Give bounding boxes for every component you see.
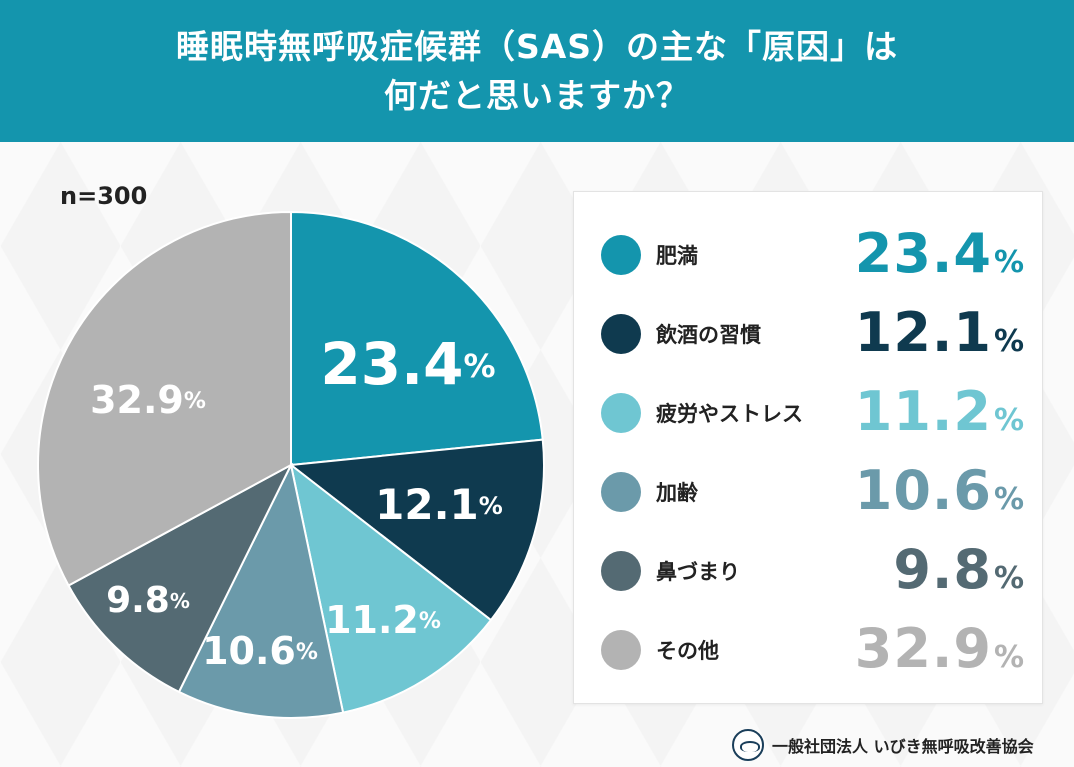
legend-value-3: 10.6 — [854, 459, 992, 522]
sleeping-face-icon — [732, 729, 764, 761]
legend-label-2: 疲労やストレス — [656, 402, 803, 426]
legend-item: 疲労やストレス 11.2% — [574, 373, 1042, 451]
legend-swatch-1 — [601, 314, 641, 354]
pie-data-label-4: 9.8% — [106, 580, 190, 621]
pie-slice-2 — [289, 462, 493, 714]
legend-percent-sign-0: % — [993, 245, 1024, 280]
footer: 一般社団法人 いびき無呼吸改善協会 — [732, 729, 1034, 761]
pie-data-label-3: 10.6% — [202, 629, 318, 673]
pie-data-label-1: 12.1% — [375, 480, 503, 529]
legend-swatch-0 — [601, 235, 641, 275]
legend-label-1: 飲酒の習慣 — [656, 323, 761, 347]
legend-panel: 肥満 23.4% 飲酒の習慣 12.1% 疲労やストレス 11.2% 加齢 10.6% 鼻づまり… — [573, 191, 1043, 704]
sample-size: n=300 — [60, 182, 148, 210]
legend-swatch-5 — [601, 630, 641, 670]
legend-percent-sign-3: % — [993, 482, 1024, 517]
legend-value-0: 23.4 — [854, 222, 992, 285]
legend-item: その他 32.9% — [574, 610, 1042, 688]
legend-percent-sign-1: % — [993, 324, 1024, 359]
pie-slice-0 — [290, 210, 544, 467]
pie-data-label-0: 23.4% — [320, 330, 495, 398]
pie-slice-5 — [37, 210, 292, 587]
header-banner: 睡眠時無呼吸症候群（SAS）の主な「原因」は 何だと思いますか？ — [0, 0, 1074, 142]
legend-swatch-4 — [601, 551, 641, 591]
legend-value-4: 9.8 — [893, 538, 992, 601]
legend-item: 鼻づまり 9.8% — [574, 531, 1042, 609]
legend-item: 飲酒の習慣 12.1% — [574, 294, 1042, 372]
pie-data-label-2: 11.2% — [325, 598, 441, 642]
pie-slice-4 — [67, 462, 294, 694]
legend-label-5: その他 — [656, 639, 719, 663]
page-title-line2: 何だと思いますか？ — [384, 76, 690, 115]
organization-name: 一般社団法人 いびき無呼吸改善協会 — [772, 737, 1034, 756]
pie-slice-3 — [177, 461, 345, 719]
legend-label-0: 肥満 — [656, 244, 698, 268]
legend-label-3: 加齢 — [656, 481, 698, 505]
legend-percent-sign-5: % — [993, 640, 1024, 675]
legend-label-4: 鼻づまり — [656, 560, 740, 584]
legend-percent-sign-4: % — [993, 561, 1024, 596]
legend-value-2: 11.2 — [854, 380, 992, 443]
pie-data-label-5: 32.9% — [90, 378, 206, 422]
legend-swatch-2 — [601, 393, 641, 433]
page-title-line1: 睡眠時無呼吸症候群（SAS）の主な「原因」は — [175, 27, 899, 66]
pie-slice-1 — [288, 438, 545, 622]
legend-swatch-3 — [601, 472, 641, 512]
legend-percent-sign-2: % — [993, 403, 1024, 438]
legend-value-1: 12.1 — [854, 301, 992, 364]
legend-item: 加齢 10.6% — [574, 452, 1042, 530]
legend-value-5: 32.9 — [854, 617, 992, 680]
legend-item: 肥満 23.4% — [574, 215, 1042, 293]
